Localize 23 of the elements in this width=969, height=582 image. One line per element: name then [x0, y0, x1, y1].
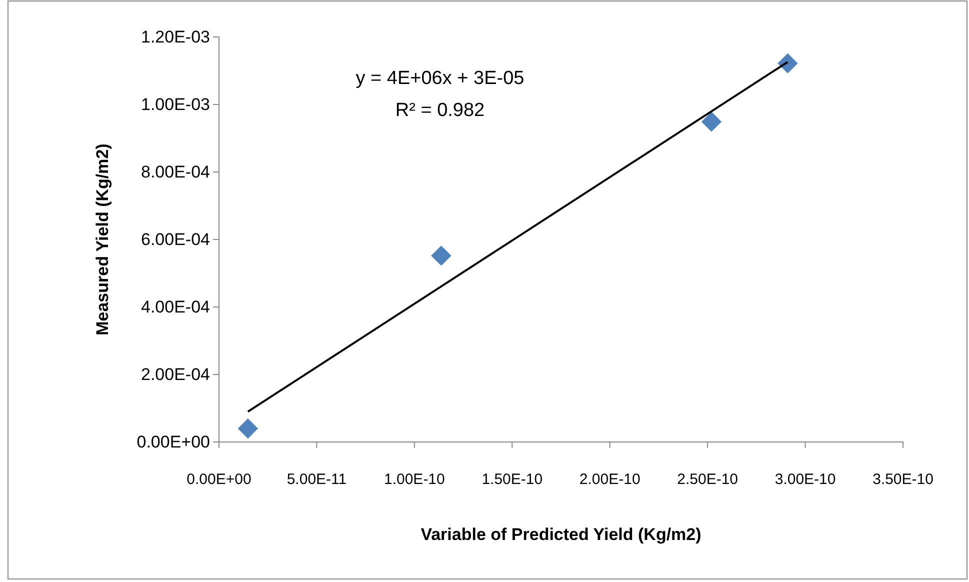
y-tick-label: 4.00E-04 [141, 297, 210, 316]
point [778, 53, 798, 74]
y-axis-title: Measured Yield (Kg/m2) [93, 144, 112, 336]
x-tick-label: 1.50E-10 [482, 471, 543, 488]
y-tick-label: 1.00E-03 [141, 94, 210, 114]
point [701, 112, 722, 132]
annotation: y = 4E+06x + 3E-05 [356, 68, 524, 89]
x-tick-label: 2.00E-10 [579, 471, 640, 488]
x-tick-label: 0.00E+00 [186, 471, 252, 488]
y-tick-label: 2.00E-04 [141, 364, 210, 384]
annotation: R² = 0.982 [395, 100, 485, 121]
point [238, 418, 258, 439]
point [431, 246, 452, 266]
x-tick-label: 5.00E-11 [286, 471, 347, 488]
y-tick-label: 0.00E+00 [136, 432, 210, 452]
y-tick-label: 8.00E-04 [141, 162, 210, 182]
y-tick-label: 6.00E-04 [141, 230, 210, 249]
x-axis-title: Variable of Predicted Yield (Kg/m2) [420, 525, 702, 544]
y-tick-label: 1.20E-03 [141, 27, 210, 46]
x-tick-label: 2.50E-10 [677, 471, 738, 488]
x-tick-label: 1.00E-10 [384, 471, 445, 488]
x-tick-label: 3.00E-10 [774, 471, 836, 488]
x-tick-label: 3.50E-10 [872, 471, 934, 488]
